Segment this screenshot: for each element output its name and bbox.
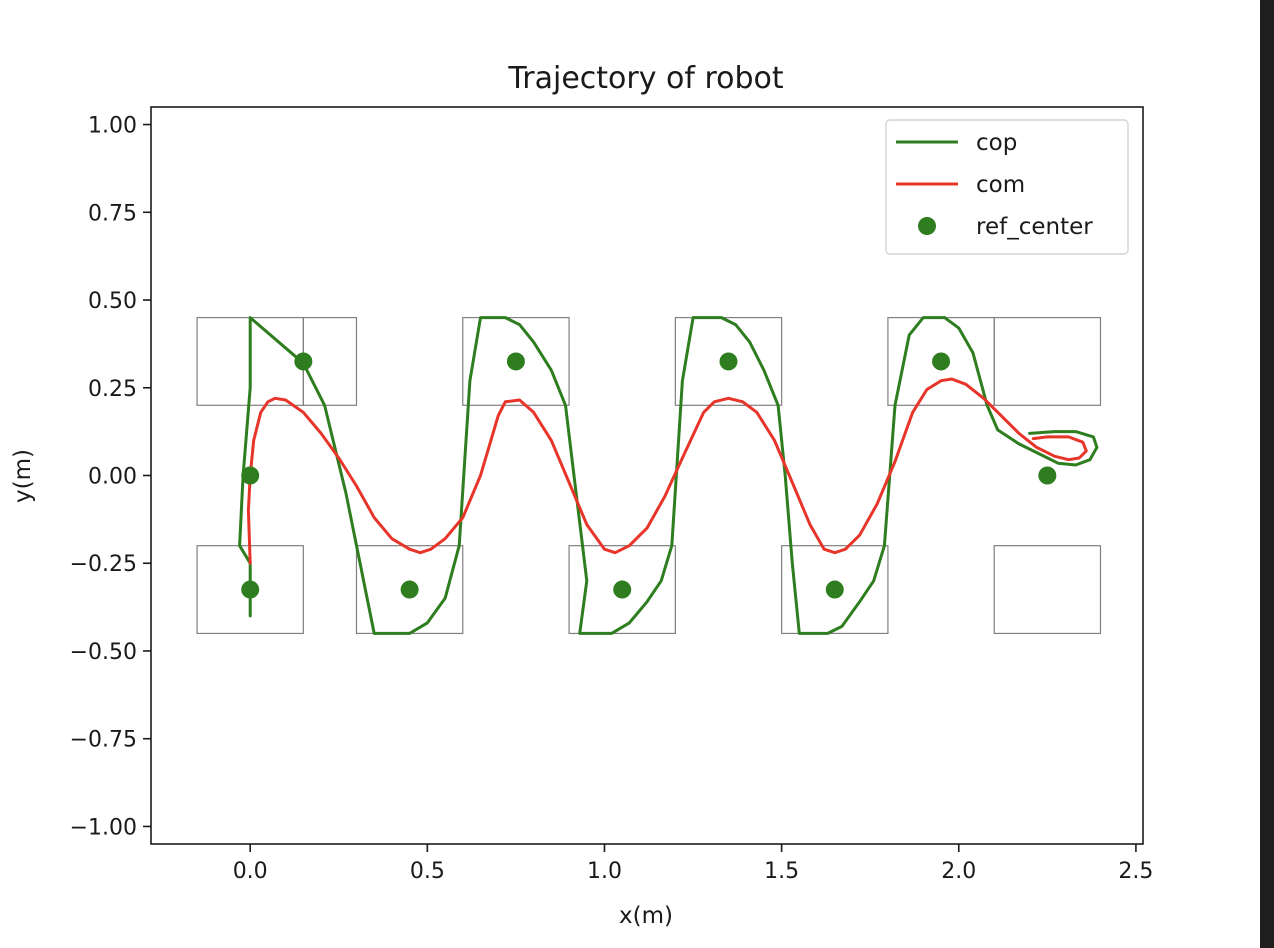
legend-cop-label: cop xyxy=(976,130,1017,156)
series-ref_center-point-3 xyxy=(400,580,419,599)
series-ref_center-point-5 xyxy=(613,580,632,599)
y-tick-label-7: −0.75 xyxy=(70,728,137,753)
legend-box xyxy=(885,119,1129,255)
series-ref_center-point-7 xyxy=(825,580,844,599)
footprint-box-9 xyxy=(993,316,1102,406)
window-edge xyxy=(1260,0,1274,948)
y-tick-label-4: 0.00 xyxy=(88,465,137,490)
series-ref_center-point-2 xyxy=(241,580,260,599)
y-tick-label-8: −1.00 xyxy=(70,815,137,840)
x-tick-label-5: 2.5 xyxy=(1118,859,1153,884)
y-tick-label-6: −0.50 xyxy=(70,640,137,665)
series-ref_center-point-8 xyxy=(932,352,951,371)
series-ref_center-point-9 xyxy=(1038,466,1057,485)
x-tick-label-2: 1.0 xyxy=(587,859,622,884)
y-axis-label: y(m) xyxy=(10,449,36,503)
x-axis-label: x(m) xyxy=(619,903,673,929)
plot-frame xyxy=(150,106,1144,845)
chart-title: Trajectory of robot xyxy=(507,61,784,96)
footprint-box-10 xyxy=(993,545,1102,635)
series-ref_center-point-0 xyxy=(294,352,313,371)
series-ref_center-point-1 xyxy=(241,466,260,485)
y-tick-label-5: −0.25 xyxy=(70,552,137,577)
footprint-box-7 xyxy=(781,545,889,635)
x-tick-label-0: 0.0 xyxy=(233,859,268,884)
series-ref_center-point-4 xyxy=(506,352,525,371)
footprint-box-4 xyxy=(462,316,570,406)
legend-ref-center-label: ref_center xyxy=(976,214,1093,240)
legend-com-label: com xyxy=(976,172,1025,198)
series-cop-line xyxy=(238,316,1099,635)
plot-area xyxy=(196,316,1102,635)
x-tick-label-3: 1.5 xyxy=(764,859,799,884)
footprint-box-5 xyxy=(568,545,676,635)
x-tick-label-1: 0.5 xyxy=(410,859,445,884)
y-tick-label-1: 0.75 xyxy=(88,201,137,226)
y-tick-label-2: 0.50 xyxy=(88,289,137,314)
x-axis: 0.0 0.5 1.0 1.5 2.0 2.5 xyxy=(233,844,1153,884)
footprint-box-6 xyxy=(674,316,783,406)
y-tick-label-3: 0.25 xyxy=(88,377,137,402)
x-tick-label-4: 2.0 xyxy=(941,859,976,884)
y-axis: 1.00 0.75 0.50 0.25 0.00 −0.25 −0.50 −0.75 −1.00 xyxy=(70,114,151,840)
y-tick-label-0: 1.00 xyxy=(88,114,137,139)
series-com-line xyxy=(246,377,1088,565)
legend: cop com ref_center xyxy=(885,119,1129,255)
legend-ref-center-marker xyxy=(918,217,936,235)
series-ref_center-point-6 xyxy=(719,352,738,371)
